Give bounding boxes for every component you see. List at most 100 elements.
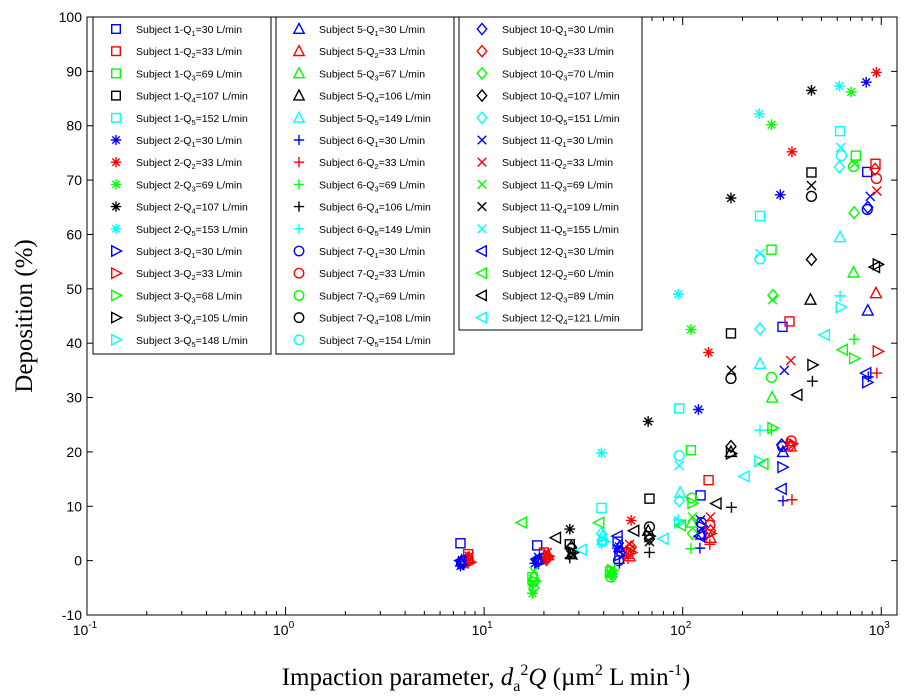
data-point-diamond: [643, 531, 656, 546]
x-tick-label: 103: [869, 620, 891, 638]
data-point-asterisk: [685, 324, 697, 335]
legend-marker: [477, 157, 487, 167]
legend-entry-label: Subject 3-Q2=33 L/min: [136, 268, 242, 282]
data-point-tri-left: [574, 543, 587, 557]
data-point-circle: [527, 576, 539, 589]
legend-entry-label: Subject 2-Q3=69 L/min: [136, 179, 242, 193]
data-point-diamond: [540, 552, 553, 567]
legend-entry-label: Subject 10-Q1=30 L/min: [502, 24, 614, 38]
legend-entry-label: Subject 1-Q4=107 L/min: [136, 91, 248, 105]
data-point-cross: [695, 514, 706, 525]
data-point-tri-left: [591, 516, 605, 530]
legend-entry-label: Subject 7-Q2=33 L/min: [319, 268, 425, 282]
legend-entry-label: Subject 6-Q5=149 L/min: [319, 224, 431, 238]
legend-entry-label: Subject 3-Q3=68 L/min: [136, 290, 242, 304]
data-point-asterisk: [833, 80, 845, 92]
legend-marker: [110, 289, 124, 302]
data-point-cross: [528, 566, 539, 577]
legend-entry-label: Subject 1-Q3=69 L/min: [136, 68, 242, 82]
data-point-plus: [777, 495, 789, 507]
data-point-square: [850, 150, 862, 161]
y-tick-label: 100: [59, 9, 83, 25]
data-point-square: [673, 403, 685, 414]
y-tick-label: 80: [66, 118, 82, 134]
legend-entry-label: Subject 3-Q4=105 L/min: [136, 313, 248, 327]
legend-entry-label: Subject 6-Q4=106 L/min: [319, 202, 431, 216]
legend-marker: [293, 223, 305, 234]
x-axis-label: Impaction parameter, da2Q (µm2 L min-1): [282, 662, 691, 695]
data-point-plus: [726, 501, 737, 513]
legend-entry-label: Subject 5-Q4=106 L/min: [319, 91, 431, 105]
y-tick-label: 30: [66, 390, 82, 406]
data-point-tri-up: [803, 292, 818, 305]
data-point-tri-left: [656, 532, 669, 546]
legend-entry-label: Subject 11-Q5=155 L/min: [502, 224, 619, 238]
data-point-tri-left: [453, 554, 466, 568]
legend-marker: [476, 88, 488, 103]
data-point-tri-up: [673, 485, 687, 498]
legend-entry-label: Subject 10-Q4=107 L/min: [502, 91, 620, 105]
legend-entry-label: Subject 6-Q3=69 L/min: [319, 179, 425, 193]
data-point-circle: [643, 521, 656, 533]
legend-marker: [110, 68, 121, 79]
data-point-diamond: [833, 160, 846, 174]
legend-marker: [110, 134, 122, 146]
data-point-tri-left: [548, 531, 562, 545]
legend-entry-label: Subject 5-Q3=67 L/min: [319, 68, 425, 82]
data-point-diamond: [848, 205, 861, 220]
data-point-cross: [705, 512, 716, 523]
data-point-square: [834, 125, 846, 137]
legend-entry-label: Subject 2-Q4=107 L/min: [136, 202, 248, 216]
legend-marker: [476, 22, 488, 36]
data-points: [453, 67, 886, 599]
data-point-square: [754, 210, 766, 222]
legend-entry-label: Subject 12-Q3=89 L/min: [502, 290, 614, 304]
data-point-plus: [834, 290, 846, 302]
data-point-asterisk: [596, 447, 607, 459]
data-point-asterisk: [693, 404, 704, 415]
legend-entry-label: Subject 7-Q4=108 L/min: [319, 313, 431, 327]
axis-ticks: -10 0 10 20 30 40 50 60 70 80 90 100 10-1 100 101 102 10…: [59, 9, 897, 638]
data-point-tri-left: [790, 388, 803, 402]
data-point-tri-right: [687, 496, 700, 510]
data-point-tri-left: [756, 457, 769, 471]
data-point-square: [784, 316, 795, 327]
data-point-tri-right: [807, 358, 820, 372]
data-point-circle: [605, 571, 617, 583]
y-tick-label: 90: [66, 63, 82, 79]
y-axis-label: Deposition (%): [11, 239, 38, 392]
data-point-square: [685, 445, 697, 456]
data-point-diamond: [754, 322, 766, 336]
legend-entry-label: Subject 7-Q3=69 L/min: [319, 290, 425, 304]
data-point-tri-right: [754, 454, 767, 468]
data-point-cross: [806, 180, 817, 191]
legend-box: [275, 16, 455, 355]
data-point-cross: [767, 294, 778, 305]
legend-marker: [476, 66, 488, 81]
data-point-tri-left: [610, 529, 623, 543]
data-point-tri-right: [848, 351, 862, 365]
data-point-cross: [849, 158, 860, 169]
data-point-cross: [754, 248, 765, 259]
data-point-cross: [542, 547, 553, 558]
legend-entry-label: Subject 10-Q5=151 L/min: [502, 113, 620, 127]
legend-marker: [292, 21, 306, 34]
legend-entry-label: Subject 2-Q5=153 L/min: [136, 224, 248, 238]
legend: Subject 1-Q1=30 L/min Subject 1-Q2=33 L/m…: [92, 16, 643, 355]
data-point-tri-right: [835, 300, 849, 314]
legend-entry-label: Subject 6-Q2=33 L/min: [319, 157, 425, 171]
data-point-tri-up: [833, 229, 847, 243]
data-point-tri-left: [529, 552, 542, 566]
legend-entry-label: Subject 1-Q5=152 L/min: [136, 113, 248, 127]
data-point-circle: [785, 435, 797, 447]
data-point-tri-left: [817, 328, 831, 342]
x-tick-label: 10-1: [73, 620, 98, 638]
data-point-circle: [805, 190, 818, 203]
legend-marker: [293, 134, 305, 146]
data-point-tri-left: [692, 529, 706, 543]
y-tick-label: -10: [62, 607, 82, 623]
legend-entry-label: Subject 12-Q1=30 L/min: [502, 246, 614, 260]
legend-entry-label: Subject 11-Q1=30 L/min: [502, 135, 613, 149]
legend-marker: [293, 334, 305, 346]
data-point-diamond: [527, 580, 540, 595]
